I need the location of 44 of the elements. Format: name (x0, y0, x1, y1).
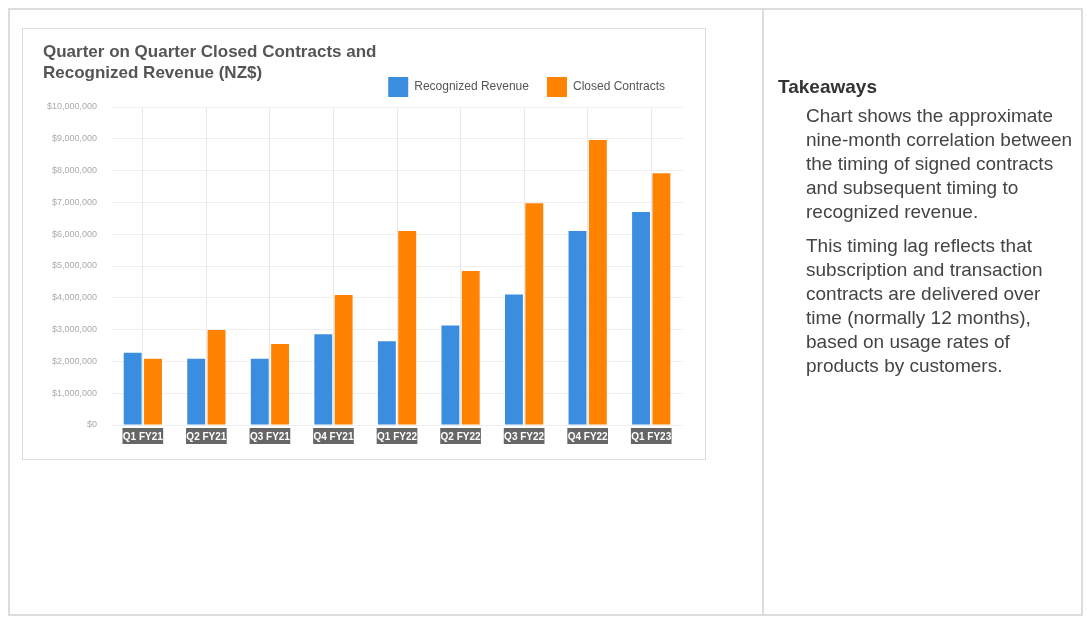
bar (314, 334, 333, 425)
x-tick-label: Q1 FY21 (122, 430, 164, 442)
y-tick-label: $2,000,000 (52, 355, 98, 366)
chart-title: Quarter on Quarter Closed Contracts and Recognized Revenue (NZ$) (43, 41, 378, 83)
y-tick-label: $3,000,000 (52, 324, 98, 335)
y-tick-label: $7,000,000 (52, 196, 98, 207)
bar (271, 343, 290, 425)
bar (144, 358, 162, 425)
bar (525, 203, 544, 425)
x-tick-label: Q3 FY22 (504, 430, 545, 442)
bar (632, 211, 651, 425)
y-tick-label: $8,000,000 (52, 165, 98, 176)
bar (123, 352, 142, 425)
bar (187, 358, 206, 425)
x-tick-label: Q1 FY23 (631, 430, 672, 442)
bar (398, 231, 417, 425)
x-tick-label: Q3 FY21 (249, 430, 291, 442)
text: This timing lag reflects that subscription and transaction contracts are delivered over time (normally 12 months), based on usage rates of products by customers. (806, 234, 1044, 378)
x-tick-label: Q2 FY21 (186, 430, 227, 442)
y-tick-label: $4,000,000 (52, 292, 98, 303)
x-tick-label: Q2 FY22 (440, 430, 482, 442)
y-tick-label: $10,000,000 (46, 101, 98, 112)
bar (334, 294, 353, 425)
bar (377, 341, 396, 425)
x-tick-label: Q4 FY22 (567, 430, 609, 442)
legend-label: Closed Contracts (572, 79, 666, 94)
x-tick-label: Q4 FY21 (313, 430, 354, 442)
bar (652, 173, 671, 425)
bar (250, 358, 269, 425)
text: Takeaways (778, 76, 878, 98)
y-tick-label: $0 (87, 419, 98, 430)
bar (441, 325, 460, 425)
legend-label: Recognized Revenue (414, 79, 530, 94)
bar (207, 329, 226, 425)
text: Chart shows the approximate nine-month correlation between the timing of signed contracts and subsequent timing to recognized revenue. (806, 104, 1074, 224)
y-tick-label: $1,000,000 (52, 387, 98, 398)
y-tick-label: $5,000,000 (52, 260, 98, 271)
bar (505, 294, 523, 425)
x-tick-label: Q1 FY22 (377, 430, 418, 442)
bar (588, 140, 607, 425)
y-tick-label: $9,000,000 (52, 133, 98, 144)
y-tick-label: $6,000,000 (52, 228, 98, 239)
bar (461, 271, 480, 425)
bar (568, 231, 587, 425)
